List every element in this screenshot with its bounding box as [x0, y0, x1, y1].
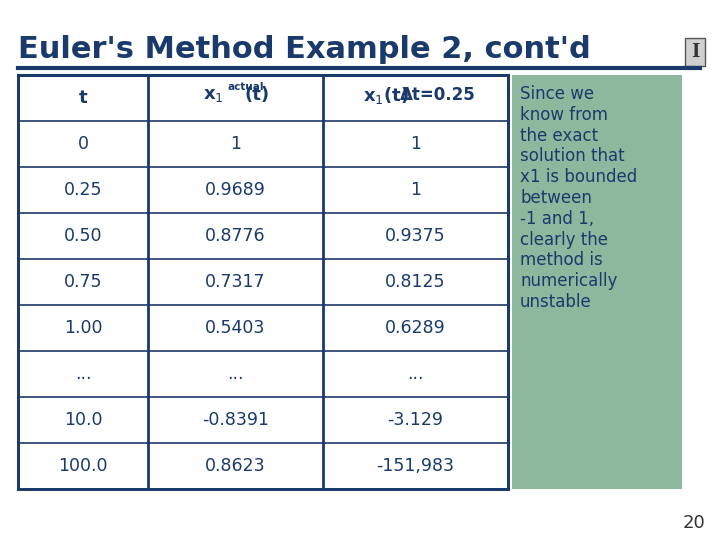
Text: I: I: [690, 43, 699, 61]
Text: 0.7317: 0.7317: [205, 273, 266, 291]
FancyBboxPatch shape: [685, 38, 705, 66]
Text: x$_1$: x$_1$: [203, 86, 224, 104]
Text: x$_1$(t): x$_1$(t): [363, 84, 408, 105]
Text: -151,983: -151,983: [377, 457, 454, 475]
Text: 0.50: 0.50: [64, 227, 102, 245]
Text: -0.8391: -0.8391: [202, 411, 269, 429]
Text: 10.0: 10.0: [64, 411, 102, 429]
Text: ...: ...: [228, 365, 244, 383]
Text: 0.5403: 0.5403: [205, 319, 266, 337]
Text: 1: 1: [230, 135, 241, 153]
Text: 100.0: 100.0: [58, 457, 108, 475]
Text: -3.129: -3.129: [387, 411, 444, 429]
Text: actual: actual: [228, 82, 264, 92]
Text: 0.25: 0.25: [64, 181, 102, 199]
Text: ...: ...: [408, 365, 424, 383]
Text: 1: 1: [410, 135, 421, 153]
Text: 0.6289: 0.6289: [385, 319, 446, 337]
Text: 20: 20: [683, 514, 705, 532]
Text: 0.8776: 0.8776: [205, 227, 266, 245]
FancyBboxPatch shape: [512, 75, 682, 489]
Text: t: t: [78, 89, 87, 107]
Text: ...: ...: [75, 365, 91, 383]
Text: (t): (t): [245, 86, 270, 104]
Text: 0.9689: 0.9689: [205, 181, 266, 199]
Text: 0.8125: 0.8125: [385, 273, 446, 291]
Text: 1: 1: [410, 181, 421, 199]
FancyBboxPatch shape: [18, 75, 508, 489]
Text: Since we
know from
the exact
solution that
x1 is bounded
between
-1 and 1,
clear: Since we know from the exact solution th…: [520, 85, 637, 311]
Text: 0.75: 0.75: [64, 273, 102, 291]
Text: Δt=0.25: Δt=0.25: [400, 86, 475, 104]
Text: Euler's Method Example 2, cont'd: Euler's Method Example 2, cont'd: [18, 35, 590, 64]
Text: 0.9375: 0.9375: [385, 227, 446, 245]
Text: 0.8623: 0.8623: [205, 457, 266, 475]
Text: 0: 0: [78, 135, 89, 153]
Text: 1.00: 1.00: [64, 319, 102, 337]
